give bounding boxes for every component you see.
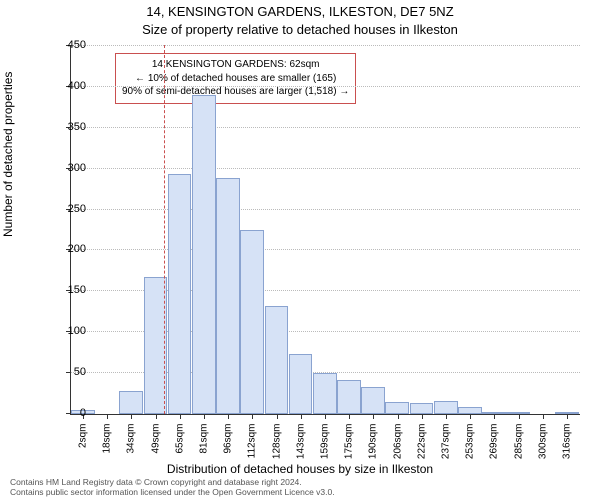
xtick-mark [325,414,326,419]
footer-attribution: Contains HM Land Registry data © Crown c… [10,478,335,498]
grid-line [71,86,580,87]
xtick-mark [252,414,253,419]
xtick-mark [422,414,423,419]
xtick-mark [156,414,157,419]
xtick-mark [204,414,205,419]
ytick-label: 150 [56,284,86,296]
xtick-mark [131,414,132,419]
histogram-bar [119,391,143,414]
histogram-bar [289,354,313,414]
xtick-mark [349,414,350,419]
xtick-mark [398,414,399,419]
xtick-mark [470,414,471,419]
xtick-mark [107,414,108,419]
ytick-label: 50 [56,366,86,378]
annotation-line-1: 14 KENSINGTON GARDENS: 62sqm [122,58,349,72]
xtick-mark [519,414,520,419]
histogram-bar [240,230,264,414]
histogram-bar [434,401,458,414]
ytick-label: 400 [56,80,86,92]
histogram-bar [265,306,289,414]
xtick-mark [567,414,568,419]
xtick-mark [228,414,229,419]
grid-line [71,209,580,210]
histogram-bar [192,95,216,414]
xtick-mark [277,414,278,419]
ytick-label: 200 [56,243,86,255]
xtick-mark [373,414,374,419]
histogram-bar [313,373,337,414]
ytick-label: 300 [56,162,86,174]
xtick-mark [543,414,544,419]
grid-line [71,249,580,250]
grid-line [71,127,580,128]
xtick-mark [301,414,302,419]
chart-title-desc: Size of property relative to detached ho… [0,22,600,37]
annotation-line-2: ← 10% of detached houses are smaller (16… [122,72,349,86]
histogram-bar [410,403,434,414]
y-axis-label: Number of detached properties [1,72,15,237]
histogram-bar [361,387,385,414]
grid-line [71,45,580,46]
ytick-label: 100 [56,325,86,337]
footer-line-2: Contains public sector information licen… [10,488,335,498]
xtick-mark [494,414,495,419]
xtick-mark [180,414,181,419]
ytick-label: 350 [56,121,86,133]
histogram-bar [337,380,361,414]
ytick-label: 0 [56,407,86,419]
property-marker-line [164,45,165,414]
xtick-mark [446,414,447,419]
annotation-line-3: 90% of semi-detached houses are larger (… [122,85,349,99]
annotation-box: 14 KENSINGTON GARDENS: 62sqm ← 10% of de… [115,53,356,104]
ytick-label: 450 [56,39,86,51]
chart-title-address: 14, KENSINGTON GARDENS, ILKESTON, DE7 5N… [0,4,600,19]
x-axis-label: Distribution of detached houses by size … [0,462,600,476]
histogram-bar [168,174,192,414]
chart-plot-area: 14 KENSINGTON GARDENS: 62sqm ← 10% of de… [70,45,580,415]
histogram-bar [385,402,409,414]
ytick-label: 250 [56,203,86,215]
histogram-bar [216,178,240,414]
grid-line [71,168,580,169]
